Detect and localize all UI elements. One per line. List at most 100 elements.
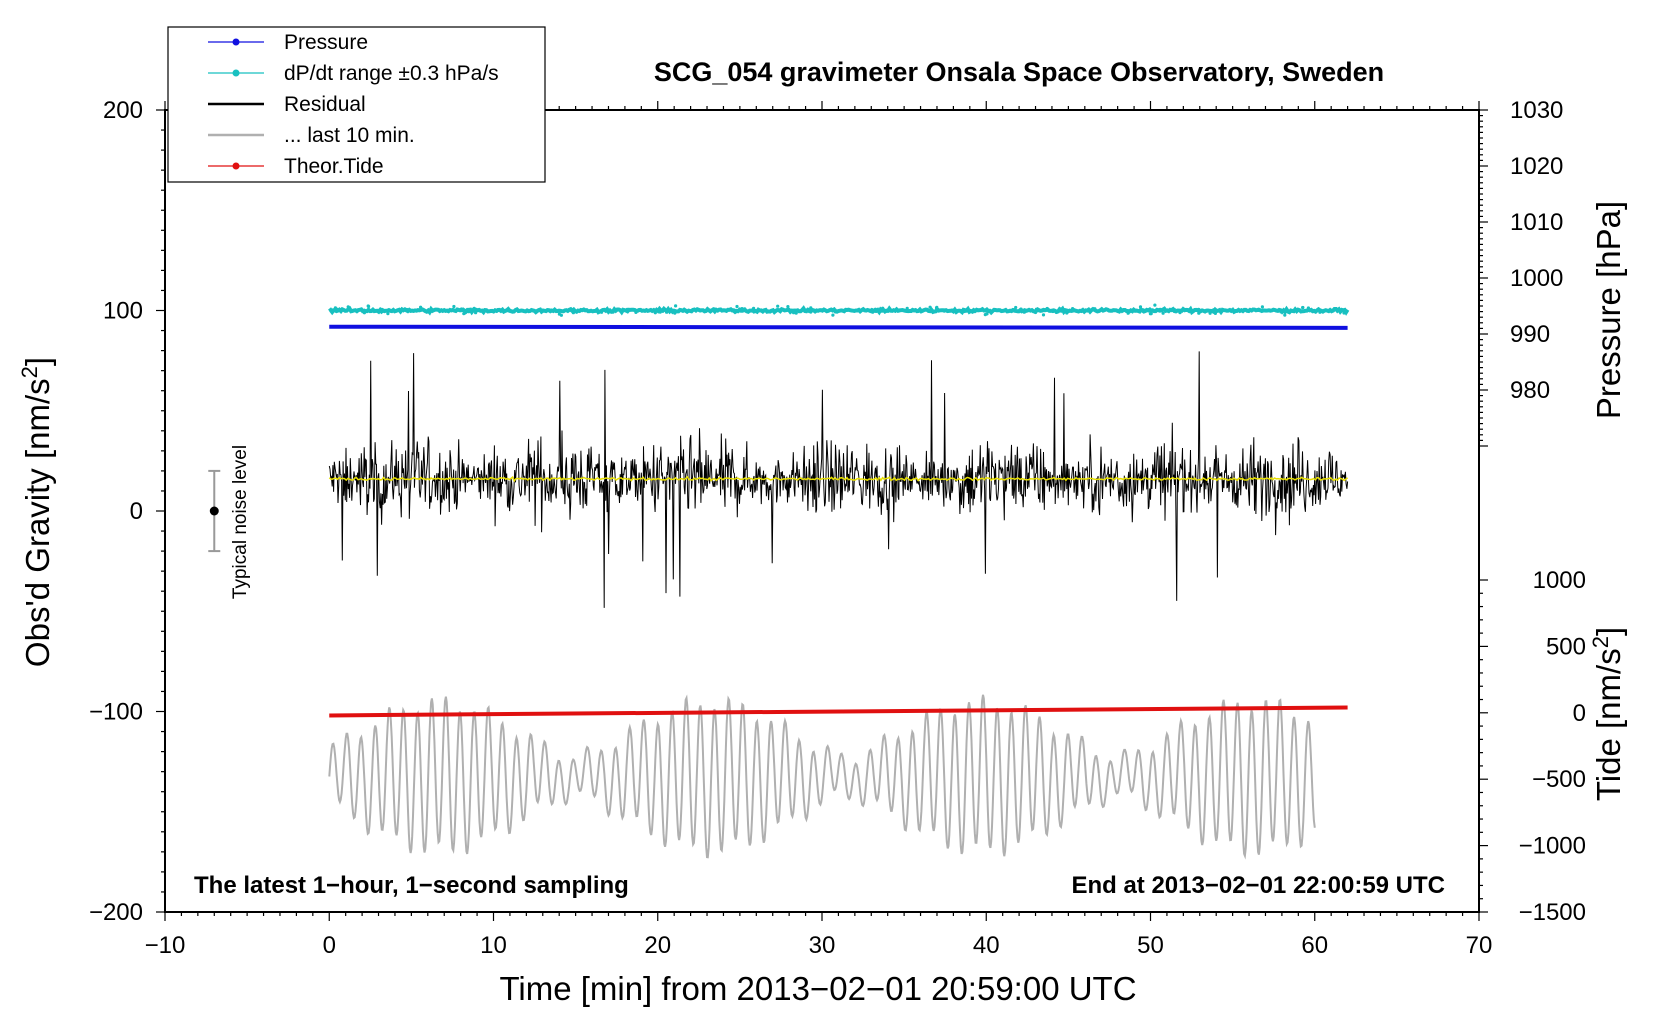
dpdt-point — [405, 307, 409, 312]
dpdt-point — [521, 309, 525, 313]
dpdt-point — [1306, 306, 1310, 310]
x-axis-title: Time [min] from 2013−02−01 20:59:00 UTC — [499, 970, 1136, 1007]
tide-tick-label: −500 — [1532, 766, 1586, 793]
dpdt-point — [786, 305, 790, 309]
dpdt-point — [1178, 311, 1182, 315]
dpdt-point — [794, 311, 798, 315]
dpdt-point — [472, 307, 476, 311]
dpdt-point — [608, 309, 612, 313]
dpdt-point — [1024, 308, 1028, 312]
dpdt-point — [731, 308, 735, 312]
dpdt-point — [462, 312, 466, 316]
x-tick-label: 70 — [1466, 932, 1493, 959]
dpdt-point — [548, 308, 552, 312]
x-tick-label: 0 — [323, 932, 336, 959]
x-tick-label: 30 — [809, 932, 836, 959]
dpdt-point — [1257, 307, 1261, 311]
dpdt-point — [362, 311, 366, 315]
dpdt-point — [1061, 307, 1065, 312]
legend-label: Pressure — [284, 31, 368, 54]
dpdt-point — [1235, 309, 1239, 313]
x-tick-label: 60 — [1301, 932, 1328, 959]
dpdt-point — [881, 306, 885, 310]
pressure-tick-label: 980 — [1510, 377, 1550, 404]
dpdt-point — [905, 306, 909, 310]
dpdt-point — [809, 306, 813, 310]
dpdt-point — [625, 307, 629, 311]
dpdt-point — [346, 305, 350, 309]
dpdt-point — [474, 311, 478, 315]
dpdt-point — [1068, 308, 1072, 312]
dpdt-point — [1040, 308, 1044, 312]
y-tick-label: 0 — [130, 498, 143, 525]
dpdt-point — [963, 309, 967, 314]
dpdt-point — [1301, 305, 1305, 310]
dpdt-point — [783, 308, 787, 312]
dpdt-point — [833, 308, 837, 312]
dpdt-point — [831, 313, 835, 317]
dpdt-point — [459, 307, 464, 311]
y-tick-label: 200 — [103, 97, 143, 124]
dpdt-point — [1158, 307, 1162, 311]
dpdt-point — [1176, 308, 1180, 312]
dpdt-point — [983, 313, 987, 317]
dpdt-point — [571, 311, 576, 315]
dpdt-point — [1138, 305, 1143, 309]
dpdt-point — [674, 304, 678, 308]
legend-marker — [232, 162, 240, 170]
dpdt-point — [467, 310, 471, 314]
dpdt-point — [1161, 311, 1165, 315]
dpdt-point — [807, 310, 812, 314]
noise-level-indicator: Typical noise level — [208, 445, 251, 599]
dpdt-point — [455, 308, 459, 312]
dpdt-point — [740, 307, 744, 311]
legend-label: ... last 10 min. — [284, 124, 415, 147]
legend-entry: Theor.Tide — [208, 155, 384, 178]
dpdt-point — [1126, 311, 1130, 315]
dpdt-point — [951, 309, 955, 313]
dpdt-point — [386, 312, 390, 316]
dpdt-point — [735, 304, 739, 309]
y-axis-title-tide: Tide [nm/s2] — [1588, 627, 1627, 801]
dpdt-point — [928, 305, 932, 309]
dpdt-point — [1318, 310, 1322, 314]
dpdt-point — [379, 309, 383, 313]
legend-marker — [232, 69, 240, 77]
dpdt-point — [508, 308, 512, 312]
dpdt-point — [1130, 308, 1134, 312]
dpdt-point — [1163, 308, 1167, 312]
dpdt-point — [1149, 312, 1153, 316]
dpdt-point — [333, 306, 337, 310]
dpdt-point — [682, 309, 687, 313]
legend-entry: ... last 10 min. — [208, 124, 415, 147]
dpdt-point — [665, 310, 669, 314]
noise-level-label: Typical noise level — [230, 445, 251, 599]
dpdt-point — [661, 309, 665, 313]
tide-tick-label: 1000 — [1533, 567, 1586, 594]
dpdt-point — [1003, 308, 1007, 312]
legend-entry: Residual — [208, 93, 366, 116]
dpdt-point — [870, 309, 874, 313]
dpdt-point — [1014, 305, 1018, 310]
legend-label: Theor.Tide — [284, 155, 384, 178]
residual-mean-line — [328, 475, 1349, 483]
dpdt-point — [557, 312, 562, 316]
dpdt-point — [1034, 307, 1038, 311]
dpdt-point — [942, 309, 946, 313]
dpdt-point — [1058, 307, 1062, 311]
legend-marker — [232, 38, 240, 46]
dpdt-point — [367, 304, 371, 309]
dpdt-point — [712, 307, 716, 311]
dpdt-point — [1260, 305, 1264, 309]
dpdt-point — [794, 308, 798, 312]
legend-entry: Pressure — [208, 31, 368, 54]
dpdt-point — [1012, 309, 1017, 313]
residual-line — [328, 351, 1349, 608]
dpdt-point — [1153, 303, 1157, 307]
dpdt-point — [1041, 313, 1046, 317]
legend-label: dP/dt range ±0.3 hPa/s — [284, 62, 499, 85]
dpdt-point — [1065, 311, 1069, 315]
dpdt-point — [1213, 311, 1217, 315]
dpdt-point — [452, 304, 456, 309]
